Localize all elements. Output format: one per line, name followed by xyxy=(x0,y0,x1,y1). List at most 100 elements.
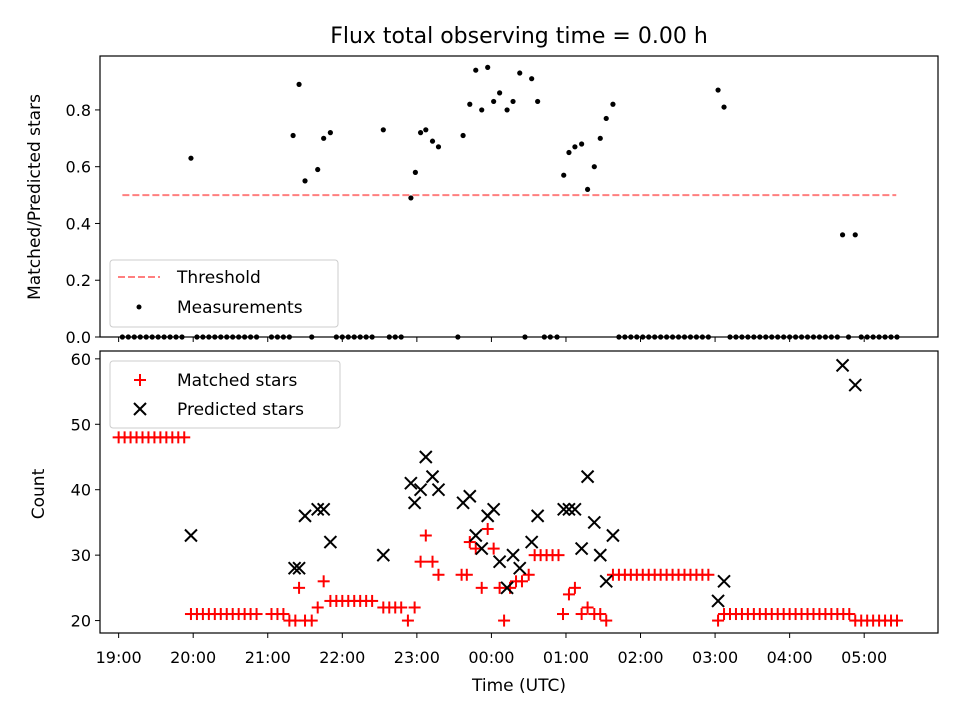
predicted-star-marker xyxy=(574,541,589,556)
bottom-x-ticks: 19:00 20:00 21:00 22:00 23:00 00:00 01:00 02:00… xyxy=(96,633,887,667)
measurement-point xyxy=(839,232,846,238)
matched-star-marker xyxy=(712,614,725,627)
measurement-point xyxy=(479,107,485,113)
matched-star-marker xyxy=(498,614,511,627)
matched-star-marker xyxy=(414,555,427,568)
predicted-star-marker xyxy=(492,554,507,569)
predicted-star-marker xyxy=(475,541,489,556)
top-plot-area xyxy=(119,64,900,340)
bottom-y-tick-label: 30 xyxy=(71,546,91,565)
measurement-point xyxy=(504,107,510,113)
measurement-point xyxy=(435,144,442,150)
measurement-point xyxy=(610,101,616,107)
measurement-point xyxy=(290,132,296,139)
legend-predicted-label: Predicted stars xyxy=(177,400,304,420)
matched-star-marker xyxy=(475,581,488,594)
measurement-point xyxy=(302,178,308,184)
predicted-star-marker xyxy=(506,548,520,562)
matched-star-marker xyxy=(843,608,856,621)
bottom-y-ticks: 20 30 40 50 60 xyxy=(71,350,100,631)
matched-star-marker xyxy=(702,568,715,581)
bottom-x-tick-label: 22:00 xyxy=(319,648,365,667)
bottom-x-tick-label: 02:00 xyxy=(617,648,663,667)
predicted-star-marker xyxy=(580,469,595,484)
predicted-star-marker xyxy=(530,509,545,523)
measurement-point xyxy=(591,164,597,170)
measurement-point xyxy=(408,195,414,201)
predicted-star-marker xyxy=(606,528,620,543)
x-axis-label: Time (UTC) xyxy=(471,676,566,696)
matched-star-marker xyxy=(481,522,494,535)
predicted-star-marker xyxy=(562,502,576,517)
legend-measurements-swatch xyxy=(136,304,142,310)
predicted-star-marker xyxy=(469,528,483,543)
matched-star-marker xyxy=(562,588,575,601)
matched-star-marker xyxy=(552,549,565,562)
predicted-star-marker xyxy=(568,502,582,517)
predicted-star-marker xyxy=(376,548,391,562)
bottom-y-tick-label: 50 xyxy=(71,415,91,434)
predicted-star-marker xyxy=(557,502,571,517)
matched-star-marker xyxy=(469,542,482,555)
legend-threshold-label: Threshold xyxy=(176,268,261,288)
matched-star-marker xyxy=(581,601,594,614)
measurement-point xyxy=(412,169,418,175)
matched-star-marker xyxy=(487,542,500,555)
bottom-y-tick-label: 60 xyxy=(71,350,91,369)
bottom-y-axis-label: Count xyxy=(29,468,49,519)
top-y-axis-label: Matched/Predicted stars xyxy=(25,94,45,300)
measurement-point xyxy=(566,149,572,156)
measurement-point xyxy=(584,186,591,193)
measurement-point xyxy=(510,98,516,105)
matched-star-marker xyxy=(568,581,581,594)
matched-star-marker xyxy=(317,575,330,588)
matched-star-marker xyxy=(460,568,473,581)
predicted-star-marker xyxy=(310,502,325,517)
measurement-point xyxy=(327,130,333,136)
matched-star-marker xyxy=(311,601,324,614)
bottom-x-tick-label: 01:00 xyxy=(543,648,589,667)
measurement-point xyxy=(460,132,466,139)
bottom-x-tick-label: 21:00 xyxy=(245,648,291,667)
bottom-x-tick-label: 04:00 xyxy=(767,648,813,667)
matched-star-marker xyxy=(366,594,379,607)
matched-star-marker xyxy=(419,529,432,542)
measurement-point xyxy=(473,67,479,73)
bottom-plot-area xyxy=(112,358,903,627)
top-legend: Threshold Measurements xyxy=(109,259,339,328)
predicted-star-marker xyxy=(463,489,477,503)
measurement-point xyxy=(517,70,523,76)
predicted-star-marker xyxy=(419,450,433,464)
measurement-point xyxy=(467,101,473,107)
matched-star-marker xyxy=(515,575,528,588)
measurement-point xyxy=(597,135,603,141)
chart-title: Flux total observing time = 0.00 h xyxy=(330,24,708,49)
predicted-star-marker xyxy=(431,483,446,497)
predicted-star-marker xyxy=(711,594,725,608)
measurement-point xyxy=(579,141,585,147)
measurement-point xyxy=(721,104,727,110)
matched-star-marker xyxy=(401,614,414,627)
matched-star-marker xyxy=(600,614,613,627)
predicted-star-marker xyxy=(848,378,862,392)
matched-star-marker xyxy=(277,608,290,621)
measurement-point xyxy=(429,138,436,144)
predicted-star-marker xyxy=(486,502,501,517)
matched-star-marker xyxy=(250,608,263,621)
predicted-star-marker xyxy=(587,515,602,530)
bottom-x-tick-label: 20:00 xyxy=(170,648,216,667)
top-y-tick-label: 0.6 xyxy=(66,158,91,177)
matched-star-marker xyxy=(395,601,408,614)
measurement-point xyxy=(485,64,491,70)
measurement-point xyxy=(561,172,567,178)
measurement-point xyxy=(529,76,535,82)
legend-matched-label: Matched stars xyxy=(177,371,297,391)
measurement-point xyxy=(380,127,386,133)
predicted-star-marker xyxy=(292,561,306,575)
predicted-star-marker xyxy=(593,548,607,562)
measurement-point xyxy=(603,115,609,122)
predicted-star-marker xyxy=(835,358,850,373)
bottom-x-tick-label: 03:00 xyxy=(692,648,738,667)
predicted-star-marker xyxy=(599,574,613,589)
